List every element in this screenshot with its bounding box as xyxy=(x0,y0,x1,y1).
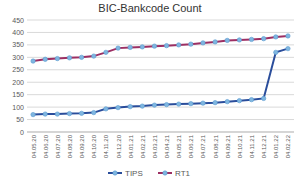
chart-container: BIC-Bankcode Count 0 50 100 150 200 250 300 350 4… xyxy=(0,0,300,180)
y-tick-label: 350 xyxy=(12,41,24,48)
y-tick-label: 300 xyxy=(12,54,24,61)
grid-line xyxy=(27,94,294,95)
series-marker xyxy=(177,102,181,106)
x-tick-label: 04.03.21 xyxy=(152,134,158,158)
series-marker xyxy=(116,105,120,109)
x-tick-label: 04.12.21 xyxy=(261,134,267,158)
series-marker xyxy=(189,101,193,105)
series-marker xyxy=(164,102,168,106)
y-tick-label: 50 xyxy=(16,116,24,123)
grid-line xyxy=(27,82,294,83)
series-line xyxy=(33,36,288,61)
y-tick-label: 0 xyxy=(20,129,24,136)
y-tick-label: 450 xyxy=(12,17,24,24)
grid-line xyxy=(27,69,294,70)
legend: TIPS RT1 xyxy=(108,169,191,178)
x-tick-label: 04.08.20 xyxy=(67,134,73,158)
series-marker xyxy=(237,98,241,102)
grid-line xyxy=(27,107,294,108)
chart-svg: BIC-Bankcode Count 0 50 100 150 200 250 300 350 4… xyxy=(0,0,300,180)
series-marker xyxy=(201,101,205,105)
series-marker xyxy=(286,46,290,50)
y-tick-label: 100 xyxy=(12,104,24,111)
series-marker xyxy=(213,100,217,104)
series-marker xyxy=(274,35,278,39)
legend-label: RT1 xyxy=(175,169,191,178)
x-tick-label: 04.01.22 xyxy=(273,134,279,158)
grid-line xyxy=(27,132,294,133)
series-marker xyxy=(225,99,229,103)
series-marker xyxy=(189,42,193,46)
series-marker xyxy=(249,97,253,101)
x-tick-label: 04.09.20 xyxy=(79,134,85,158)
legend-label: TIPS xyxy=(125,169,143,178)
series-marker xyxy=(177,43,181,47)
x-tick-label: 04.06.20 xyxy=(43,134,49,158)
x-tick-label: 04.07.20 xyxy=(55,134,61,158)
series-marker xyxy=(164,43,168,47)
series-line xyxy=(33,49,288,115)
series-marker xyxy=(79,55,83,59)
series-marker xyxy=(31,59,35,63)
x-tick-label: 04.08.21 xyxy=(213,134,219,158)
series-marker xyxy=(261,36,265,40)
x-tick-label: 04.11.20 xyxy=(103,134,109,158)
x-tick-label: 04.12.20 xyxy=(116,134,122,158)
y-tick-label: 400 xyxy=(12,29,24,36)
grid-line xyxy=(27,32,294,33)
series-marker xyxy=(261,96,265,100)
x-tick-label: 04.01.21 xyxy=(128,134,134,158)
series-marker xyxy=(67,111,71,115)
x-tick-label: 04.10.21 xyxy=(237,134,243,158)
x-tick-label: 04.05.21 xyxy=(176,134,182,158)
legend-marker xyxy=(163,171,167,175)
series-marker xyxy=(31,112,35,116)
series-marker xyxy=(286,34,290,38)
series-marker xyxy=(43,57,47,61)
series-marker xyxy=(116,46,120,50)
x-tick-label: 04.06.21 xyxy=(188,134,194,158)
x-tick-label: 04.02.22 xyxy=(285,134,291,158)
series-marker xyxy=(201,41,205,45)
series-marker xyxy=(55,112,59,116)
plot-area xyxy=(31,34,290,117)
series-marker xyxy=(92,54,96,58)
series-marker xyxy=(140,45,144,49)
series-marker xyxy=(128,45,132,49)
series-marker xyxy=(152,44,156,48)
x-tick-label: 04.10.20 xyxy=(91,134,97,158)
y-tick-label: 150 xyxy=(12,91,24,98)
series-marker xyxy=(55,56,59,60)
x-tick-label: 04.09.21 xyxy=(225,134,231,158)
series-marker xyxy=(43,112,47,116)
series-marker xyxy=(79,111,83,115)
series-marker xyxy=(104,107,108,111)
title: BIC-Bankcode Count xyxy=(98,2,201,14)
x-tick-label: 04.11.21 xyxy=(249,134,255,158)
series-marker xyxy=(140,104,144,108)
x-tick-label: 04.04.21 xyxy=(164,134,170,158)
series-marker xyxy=(213,40,217,44)
grid-line xyxy=(27,119,294,120)
legend-marker xyxy=(113,171,117,175)
series-marker xyxy=(225,38,229,42)
grid-line xyxy=(27,20,294,21)
series-marker xyxy=(67,56,71,60)
series-marker xyxy=(92,110,96,114)
series-marker xyxy=(249,37,253,41)
x-tick-label: 04.05.20 xyxy=(31,134,37,158)
series-marker xyxy=(152,103,156,107)
series-marker xyxy=(104,50,108,54)
x-tick-label: 04.02.21 xyxy=(140,134,146,158)
x-axis xyxy=(27,132,294,133)
y-tick-label: 250 xyxy=(12,66,24,73)
series-marker xyxy=(237,38,241,42)
y-tick-label: 200 xyxy=(12,79,24,86)
series-marker xyxy=(128,104,132,108)
series-marker xyxy=(274,50,278,54)
x-tick-label: 04.07.21 xyxy=(200,134,206,158)
